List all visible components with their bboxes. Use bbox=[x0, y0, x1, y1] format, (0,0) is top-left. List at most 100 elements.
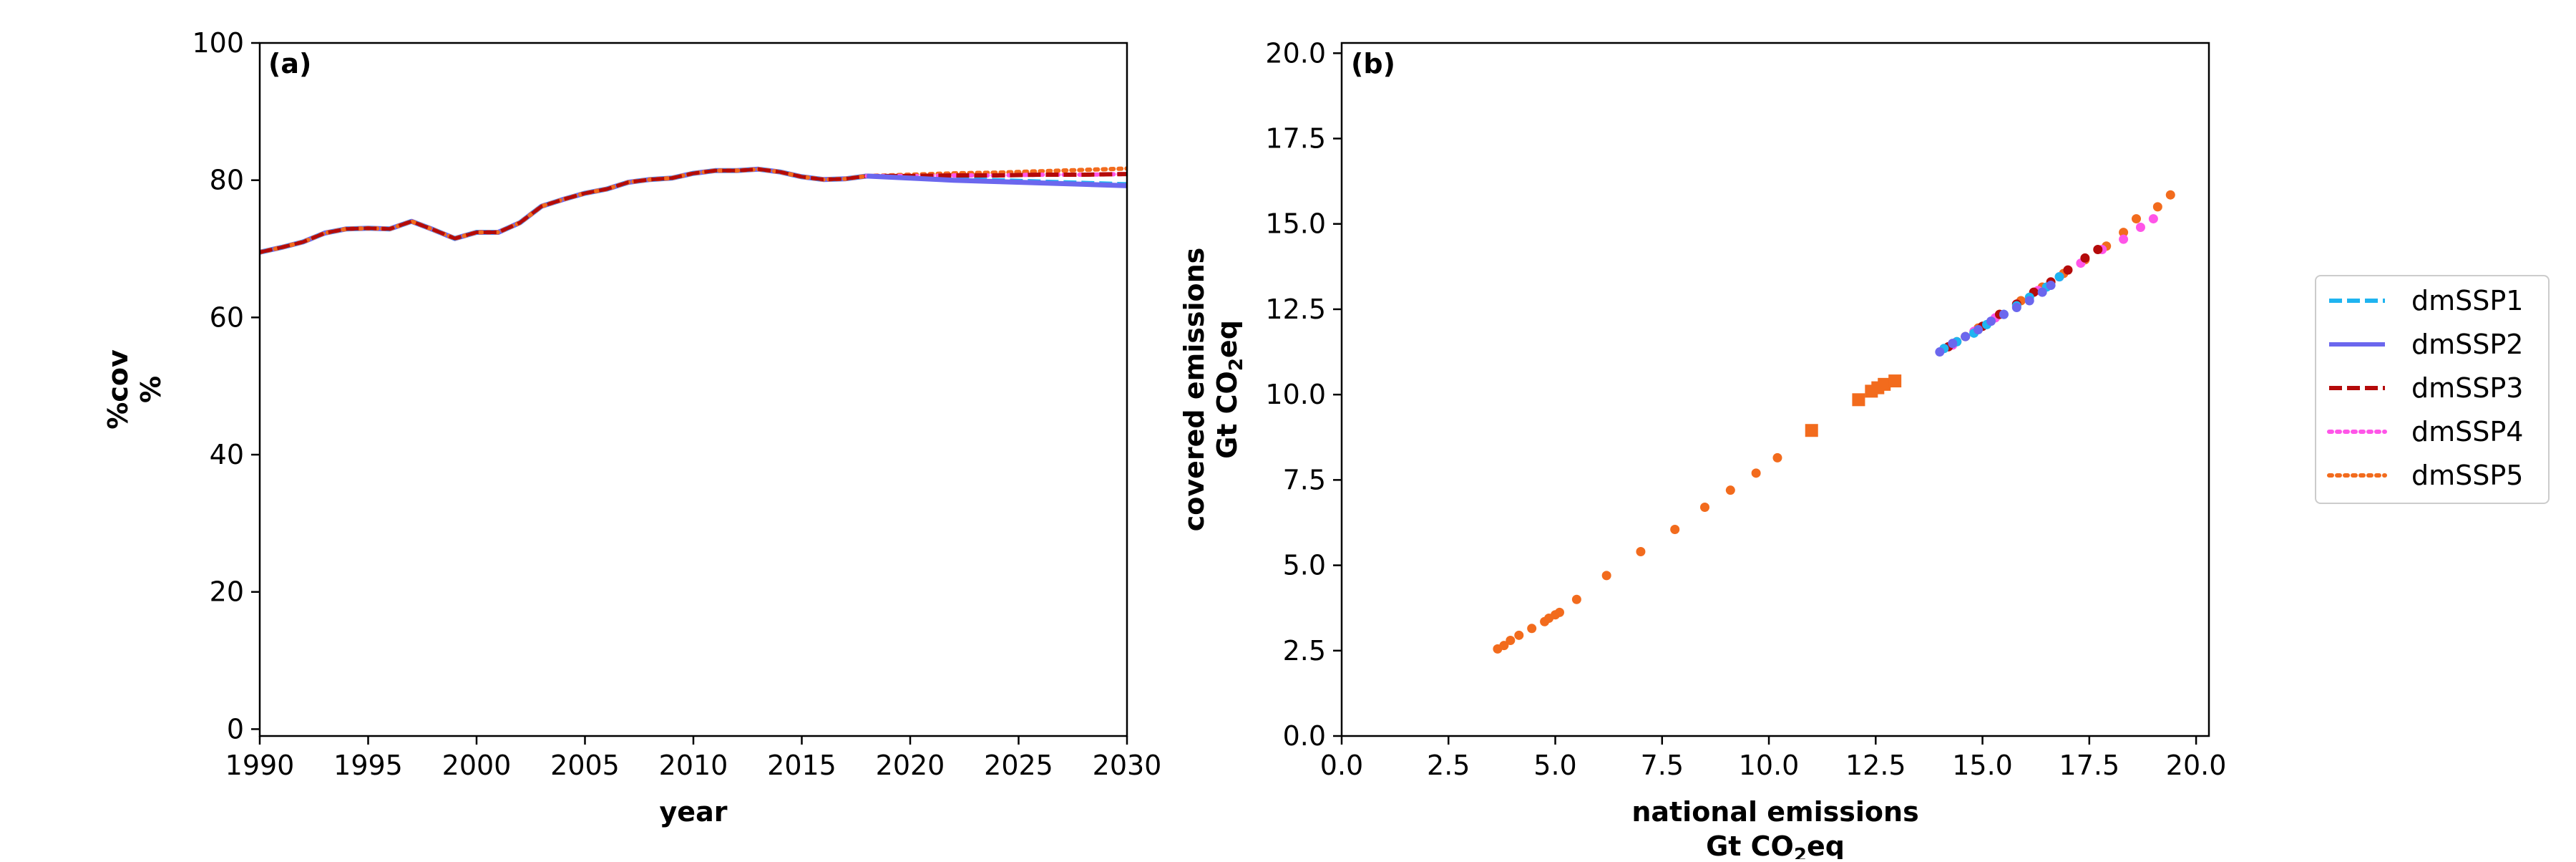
panel-b-y-tick-label: 15.0 bbox=[1265, 208, 1326, 240]
panel-b-point-dmssp5 bbox=[2119, 228, 2129, 238]
panel-b-point-dmssp4 bbox=[2148, 214, 2158, 224]
panel-b-point-dmssp2 bbox=[1999, 309, 2009, 319]
panel-b-x-tick-label: 7.5 bbox=[1641, 750, 1684, 781]
panel-a-x-tick-label: 2030 bbox=[1093, 750, 1162, 781]
panel-b-x-tick-label: 0.0 bbox=[1320, 750, 1363, 781]
panel-b-point-dmssp2 bbox=[1974, 325, 1984, 335]
panel-b-x-tick-label: 2.5 bbox=[1427, 750, 1470, 781]
panel-b-y-tick-label: 5.0 bbox=[1283, 550, 1326, 581]
panel-a-y-tick-label: 100 bbox=[192, 27, 244, 59]
y-unit-subscript: 2 bbox=[1226, 358, 1247, 371]
legend-label-dmssp5: dmSSP5 bbox=[2411, 460, 2523, 491]
panel-b-historical-point bbox=[1699, 503, 1709, 513]
panel-b-plot-area bbox=[1493, 190, 2175, 654]
panel-b-historical-square bbox=[1852, 393, 1865, 407]
panel-b-historical-point bbox=[1571, 594, 1581, 604]
panel-a-y-tick-label: 40 bbox=[210, 439, 244, 470]
panel-b-x-axis-label-line1: national emissions bbox=[1631, 796, 1918, 828]
panel-b-y-tick-label: 12.5 bbox=[1265, 294, 1326, 325]
panel-a-x-tick-label: 2000 bbox=[442, 750, 512, 781]
panel-a-x-tick-label: 1990 bbox=[225, 750, 295, 781]
panel-b-x-ticks: 0.0 2.5 5.0 7.5 10.0 12.5 15.0 17.5 20.0 bbox=[1320, 736, 2227, 781]
panel-a-x-tick-label: 2010 bbox=[659, 750, 728, 781]
panel-b-y-axis-label: covered emissions Gt CO2eq bbox=[1179, 248, 1247, 532]
panel-b-y-tick-label: 2.5 bbox=[1283, 635, 1326, 667]
panel-a-y-ticks: 0 20 40 60 80 100 bbox=[192, 27, 260, 745]
panel-b-point-dmssp2 bbox=[2037, 287, 2047, 297]
panel-b-historical-point bbox=[1527, 624, 1537, 634]
panel-b-point-dmssp1 bbox=[2054, 272, 2064, 282]
panel-b-x-axis-label-line2: Gt CO2eq bbox=[1706, 830, 1845, 859]
panel-b-historical-point bbox=[1554, 607, 1564, 617]
panel-b-point-dmssp2 bbox=[1935, 347, 1945, 357]
panel-b-point-dmssp5 bbox=[2165, 190, 2175, 200]
panel-b-x-tick-label: 12.5 bbox=[1845, 750, 1906, 781]
panel-b-point-dmssp2 bbox=[1986, 316, 1996, 326]
x-unit-suffix: eq bbox=[1807, 830, 1845, 859]
panel-b-x-tick-label: 5.0 bbox=[1533, 750, 1576, 781]
panel-b-historical-point bbox=[1772, 452, 1782, 463]
panel-b-y-tick-label: 17.5 bbox=[1265, 123, 1326, 155]
panel-b-point-dmssp4 bbox=[2119, 234, 2129, 244]
panel-a-label: (a) bbox=[268, 48, 311, 79]
panel-a-y-tick-label: 60 bbox=[210, 301, 244, 333]
panel-b-y-label-line1: covered emissions bbox=[1179, 248, 1210, 532]
panel-b-x-tick-label: 15.0 bbox=[1952, 750, 2013, 781]
panel-a-series-dmssp2 bbox=[867, 173, 1127, 188]
panel-b-point-dmssp2 bbox=[2011, 303, 2021, 313]
panel-b-y-tick-label: 20.0 bbox=[1265, 37, 1326, 69]
panel-a-x-tick-label: 2015 bbox=[767, 750, 836, 781]
panel-b-y-ticks: 0.0 2.5 5.0 7.5 10.0 12.5 15.0 17.5 20.0 bbox=[1265, 37, 1342, 752]
panel-a-y-tick-label: 80 bbox=[210, 165, 244, 196]
panel-b-point-dmssp3 bbox=[2063, 265, 2073, 275]
panel-a: (a) 1990 1995 2000 2005 2010 2015 2020 2025 2030… bbox=[102, 27, 1161, 828]
panel-b-historical-square bbox=[1878, 377, 1891, 391]
legend-box bbox=[2315, 275, 2550, 504]
panel-b-y-tick-label: 7.5 bbox=[1283, 464, 1326, 495]
panel-b-label: (b) bbox=[1351, 48, 1395, 79]
panel-a-x-tick-label: 2020 bbox=[876, 750, 945, 781]
panel-b-historical-point bbox=[1670, 525, 1680, 535]
y-unit-suffix: eq bbox=[1211, 320, 1243, 358]
panel-b-historical-square bbox=[1805, 424, 1818, 437]
panel-a-historical-line-ssp3 bbox=[260, 167, 867, 254]
panel-a-x-tick-label: 2025 bbox=[984, 750, 1053, 781]
panel-b-x-tick-label: 10.0 bbox=[1739, 750, 1800, 781]
panel-a-historical-line-ssp1 bbox=[260, 167, 867, 255]
panel-a-y-label-line1: %cov bbox=[102, 349, 134, 430]
panel-a-historical-line-ssp2 bbox=[260, 166, 867, 255]
panel-b-historical-point bbox=[1751, 468, 1761, 478]
panel-a-y-axis-label: %cov % bbox=[102, 349, 167, 430]
panel-b-historical-point bbox=[1506, 635, 1516, 645]
panel-b-historical-point bbox=[1601, 571, 1611, 581]
panel-a-y-tick-label: 0 bbox=[227, 713, 244, 745]
x-unit-subscript: 2 bbox=[1794, 845, 1807, 859]
panel-a-x-ticks: 1990 1995 2000 2005 2010 2015 2020 2025 2030 bbox=[225, 736, 1162, 781]
panel-a-y-tick-label: 20 bbox=[210, 576, 244, 608]
panel-b-point-dmssp5 bbox=[2132, 214, 2142, 224]
panel-b: (b) 0.0 2.5 5.0 7.5 10.0 12.5 15.0 17.5 20.0 0.0… bbox=[1179, 37, 2227, 862]
panel-a-historical-line-ssp5 bbox=[260, 167, 869, 255]
legend-label-dmssp4: dmSSP4 bbox=[2411, 416, 2523, 447]
panel-b-point-dmssp2 bbox=[2046, 281, 2056, 291]
panel-b-historical-point bbox=[1499, 641, 1509, 651]
legend: dmSSP1 dmSSP2 dmSSP3 dmSSP4 dmSSP5 bbox=[2315, 275, 2550, 504]
panel-b-historical-point bbox=[1636, 547, 1646, 557]
panel-b-point-dmssp4 bbox=[2135, 222, 2145, 232]
panel-b-x-tick-label: 20.0 bbox=[2166, 750, 2227, 781]
panel-b-point-dmssp2 bbox=[1948, 339, 1958, 349]
panel-a-plot-area bbox=[260, 166, 1127, 255]
panel-b-historical-point bbox=[1514, 630, 1524, 640]
panel-a-x-tick-label: 2005 bbox=[550, 750, 620, 781]
legend-label-dmssp1: dmSSP1 bbox=[2411, 285, 2523, 316]
panel-b-point-dmssp3 bbox=[2080, 253, 2090, 263]
panel-b-x-tick-label: 17.5 bbox=[2059, 750, 2120, 781]
panel-b-frame bbox=[1340, 42, 2210, 737]
panel-b-point-dmssp2 bbox=[1961, 331, 1971, 342]
legend-label-dmssp2: dmSSP2 bbox=[2411, 329, 2523, 360]
panel-b-historical-point bbox=[1725, 485, 1735, 495]
panel-b-y-tick-label: 10.0 bbox=[1265, 379, 1326, 410]
legend-label-dmssp3: dmSSP3 bbox=[2411, 372, 2523, 404]
